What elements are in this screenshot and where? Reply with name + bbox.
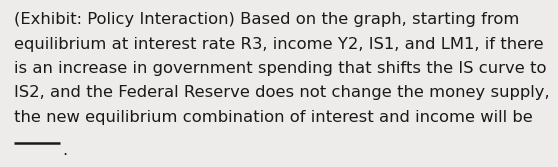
Text: equilibrium at interest rate R3, income Y2, IS1, and LM1, if there: equilibrium at interest rate R3, income … [14,37,543,51]
Text: the new equilibrium combination of interest and income will be: the new equilibrium combination of inter… [14,110,533,125]
Text: IS2, and the Federal Reserve does not change the money supply,: IS2, and the Federal Reserve does not ch… [14,86,550,101]
Text: (Exhibit: Policy Interaction) Based on the graph, starting from: (Exhibit: Policy Interaction) Based on t… [14,12,519,27]
Text: .: . [62,143,67,158]
Text: is an increase in government spending that shifts the IS curve to: is an increase in government spending th… [14,61,546,76]
